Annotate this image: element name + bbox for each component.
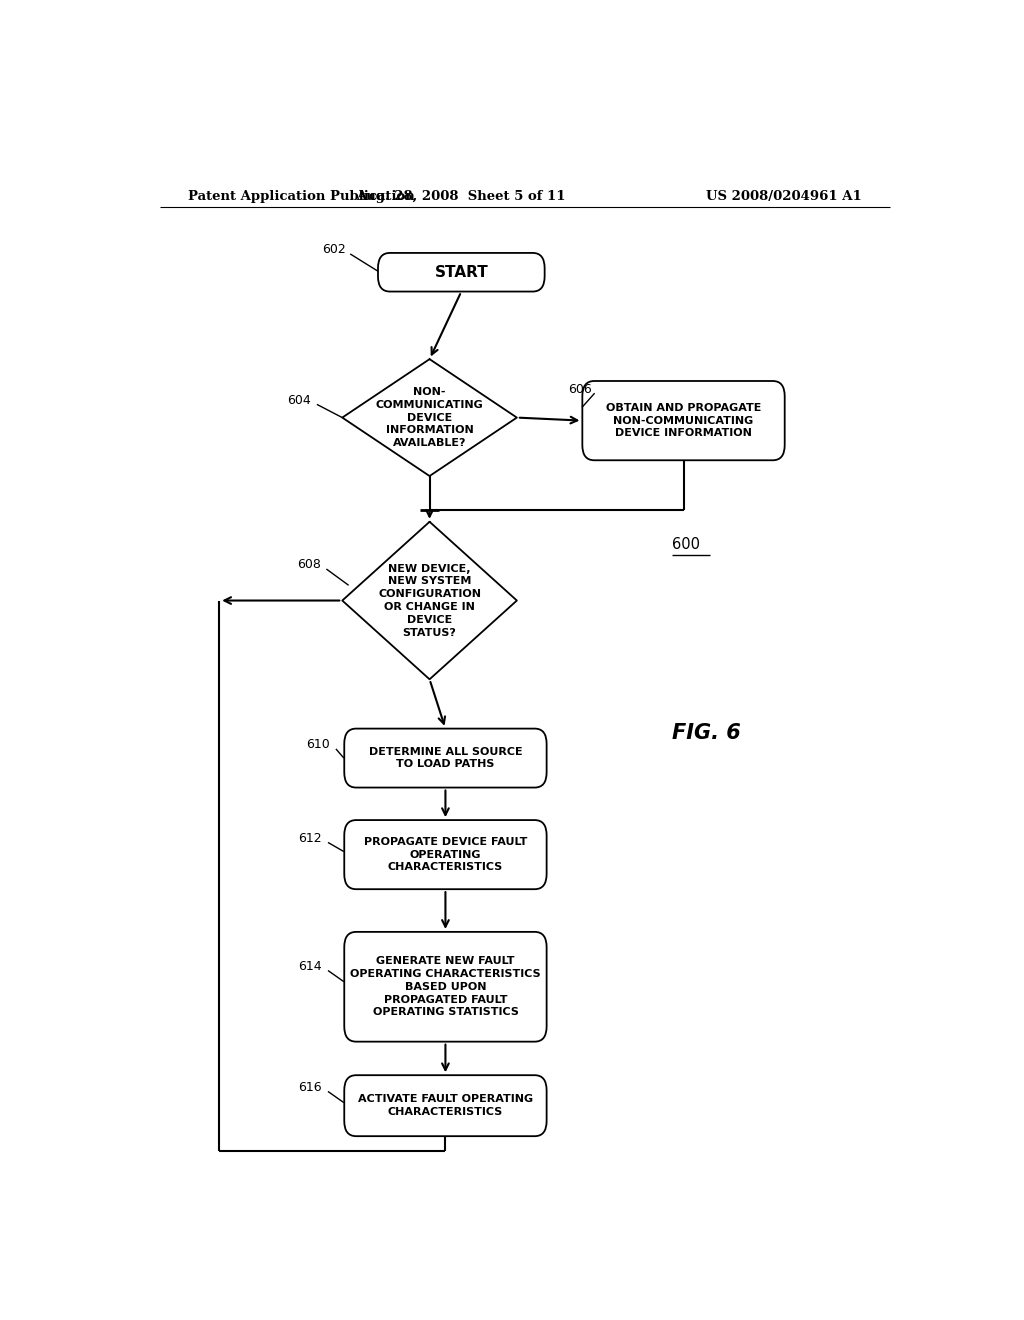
FancyBboxPatch shape	[378, 253, 545, 292]
Text: START: START	[434, 265, 488, 280]
Text: 604: 604	[287, 393, 310, 407]
Text: OBTAIN AND PROPAGATE
NON-COMMUNICATING
DEVICE INFORMATION: OBTAIN AND PROPAGATE NON-COMMUNICATING D…	[606, 403, 761, 438]
FancyBboxPatch shape	[344, 932, 547, 1041]
FancyBboxPatch shape	[344, 1076, 547, 1137]
Text: 608: 608	[297, 558, 321, 572]
Text: FIG. 6: FIG. 6	[672, 722, 740, 743]
Text: GENERATE NEW FAULT
OPERATING CHARACTERISTICS
BASED UPON
PROPAGATED FAULT
OPERATI: GENERATE NEW FAULT OPERATING CHARACTERIS…	[350, 956, 541, 1018]
Text: 614: 614	[299, 960, 323, 973]
Text: 606: 606	[568, 383, 592, 396]
Text: 612: 612	[299, 832, 323, 845]
Text: DETERMINE ALL SOURCE
TO LOAD PATHS: DETERMINE ALL SOURCE TO LOAD PATHS	[369, 747, 522, 770]
Text: NON-
COMMUNICATING
DEVICE
INFORMATION
AVAILABLE?: NON- COMMUNICATING DEVICE INFORMATION AV…	[376, 387, 483, 449]
Text: Patent Application Publication: Patent Application Publication	[187, 190, 415, 202]
Text: PROPAGATE DEVICE FAULT
OPERATING
CHARACTERISTICS: PROPAGATE DEVICE FAULT OPERATING CHARACT…	[364, 837, 527, 873]
Text: ACTIVATE FAULT OPERATING
CHARACTERISTICS: ACTIVATE FAULT OPERATING CHARACTERISTICS	[357, 1094, 534, 1117]
Text: US 2008/0204961 A1: US 2008/0204961 A1	[707, 190, 862, 202]
Text: NEW DEVICE,
NEW SYSTEM
CONFIGURATION
OR CHANGE IN
DEVICE
STATUS?: NEW DEVICE, NEW SYSTEM CONFIGURATION OR …	[378, 564, 481, 638]
FancyBboxPatch shape	[344, 729, 547, 788]
Text: 616: 616	[299, 1081, 323, 1094]
Text: 602: 602	[323, 243, 346, 256]
FancyBboxPatch shape	[344, 820, 547, 890]
Text: 600: 600	[672, 537, 699, 552]
Text: Aug. 28, 2008  Sheet 5 of 11: Aug. 28, 2008 Sheet 5 of 11	[356, 190, 566, 202]
Text: 610: 610	[306, 738, 331, 751]
FancyBboxPatch shape	[583, 381, 784, 461]
